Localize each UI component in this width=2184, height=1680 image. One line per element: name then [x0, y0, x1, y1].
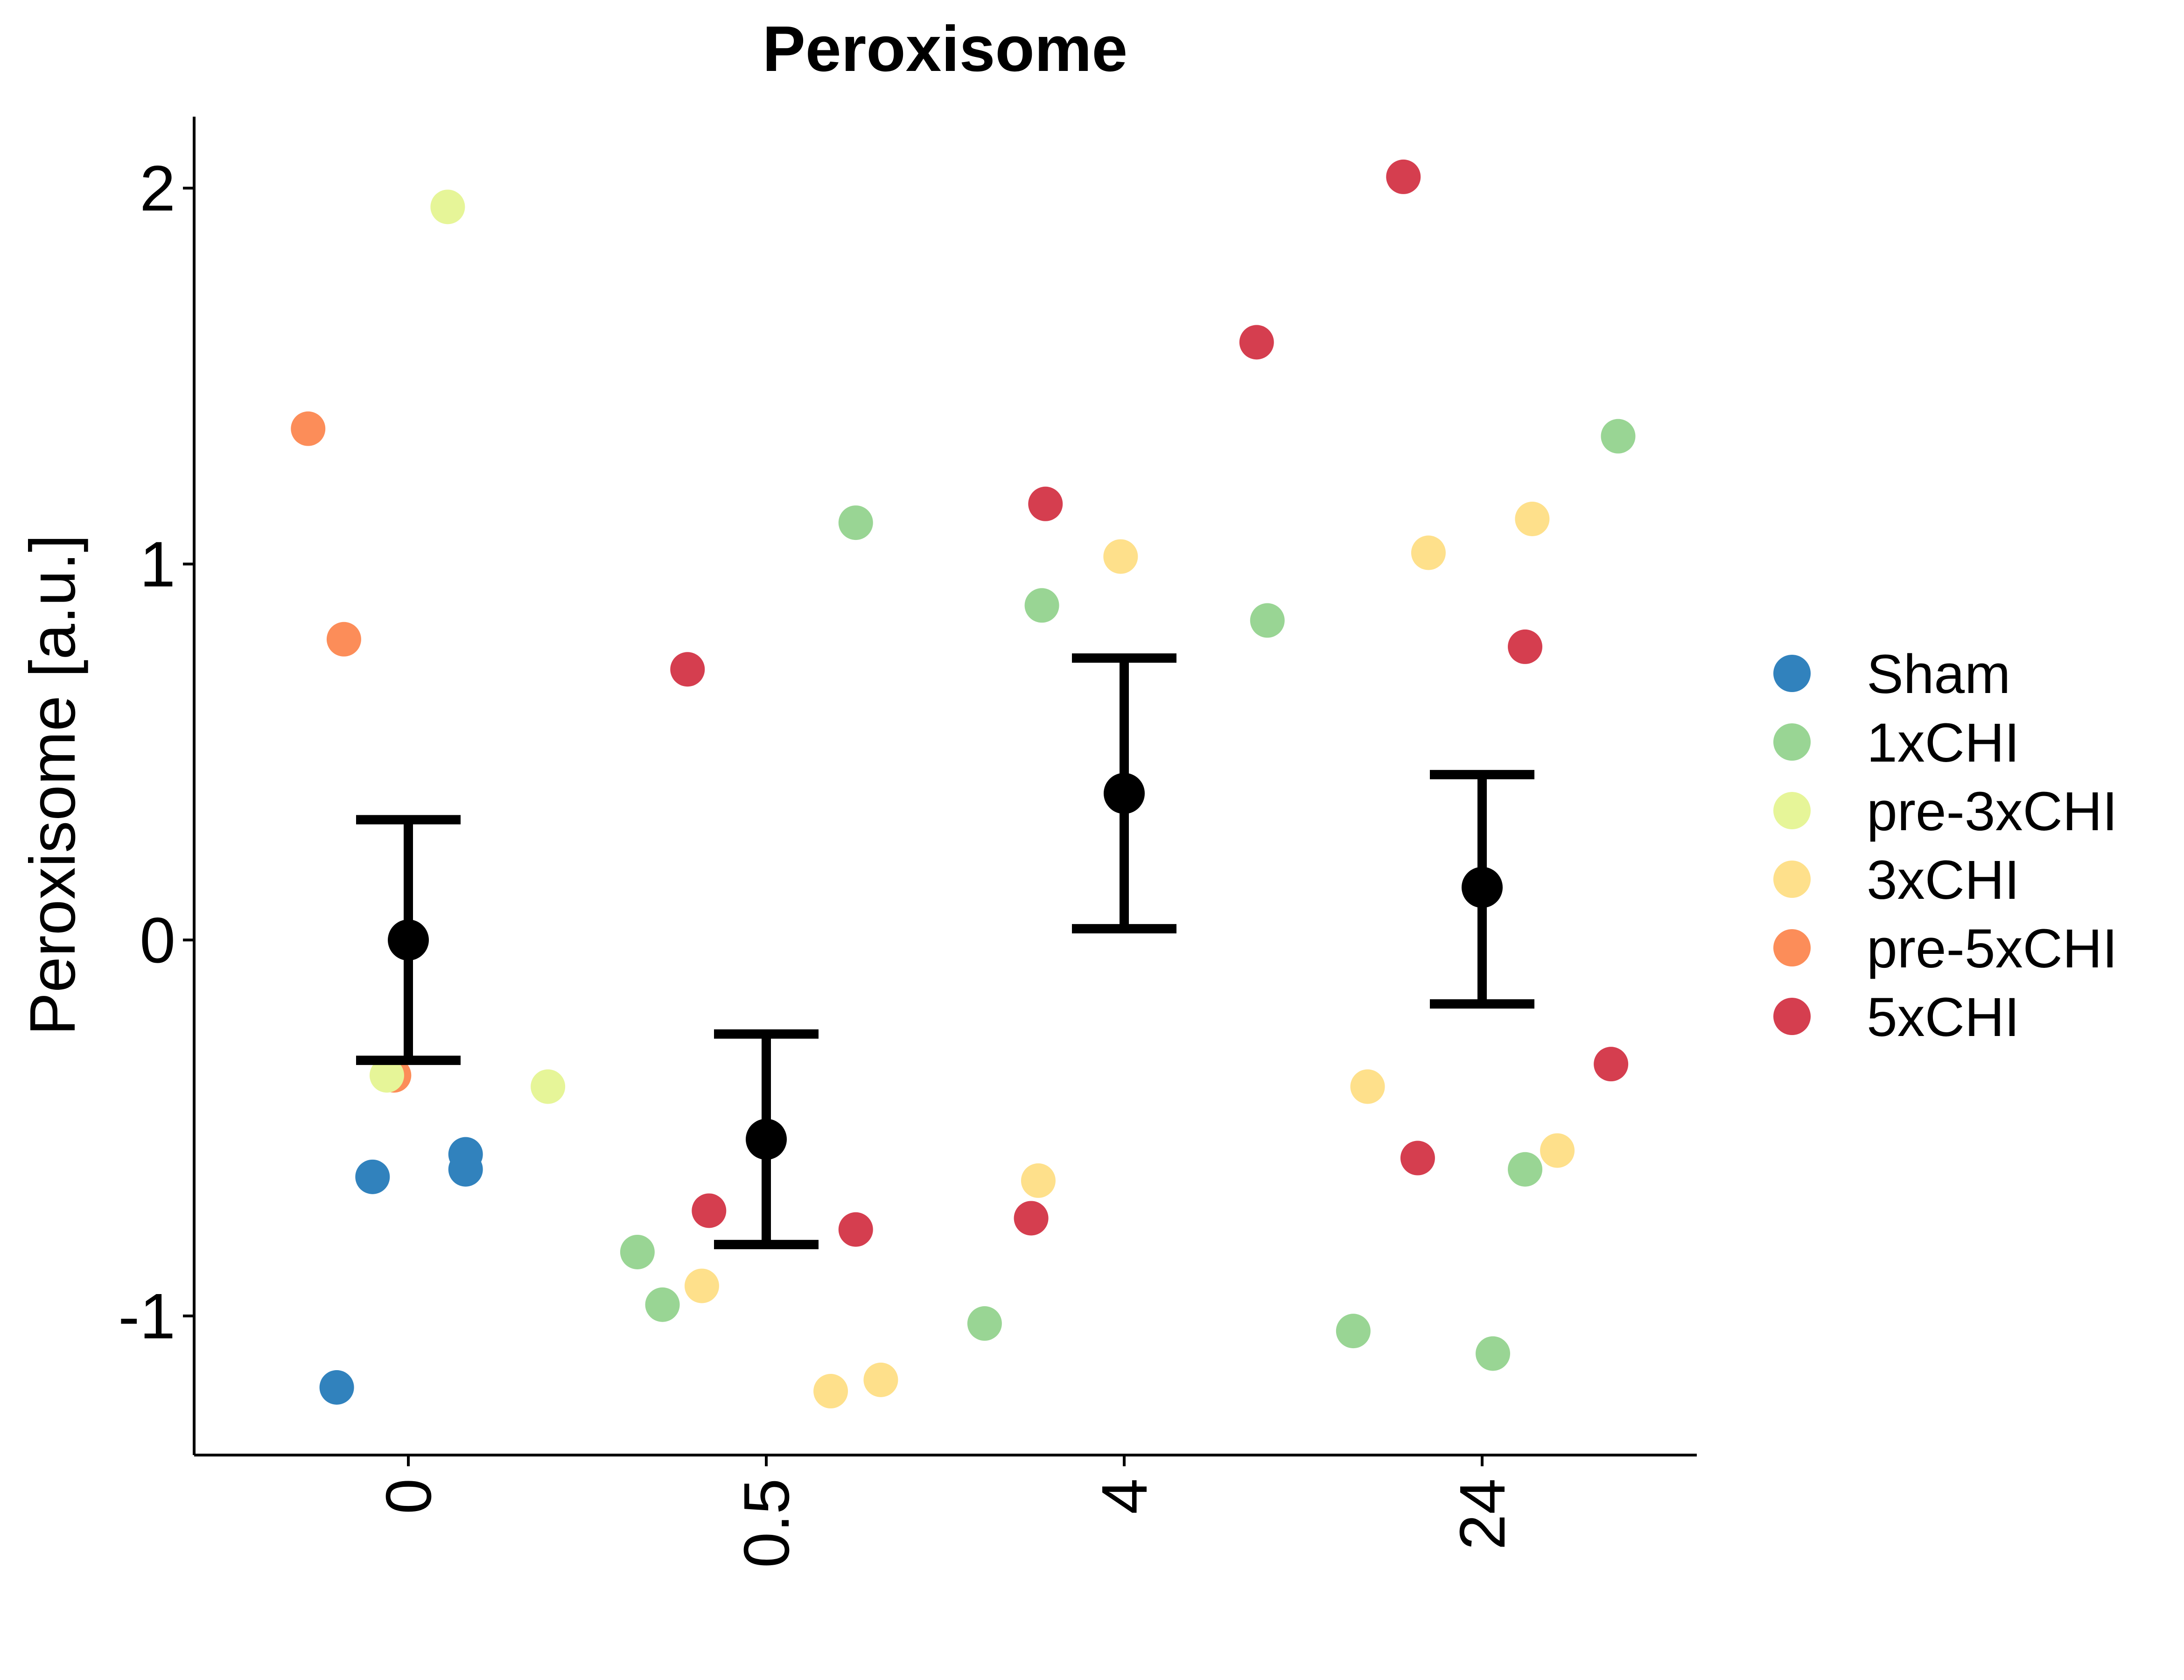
data-point: [863, 1362, 898, 1397]
data-point: [645, 1287, 680, 1322]
data-point: [1028, 486, 1063, 521]
legend-key: [1773, 792, 1811, 829]
data-point: [1250, 603, 1285, 638]
legend-label: 1xCHI: [1867, 712, 2020, 774]
data-point: [1400, 1141, 1435, 1176]
data-point: [355, 1159, 390, 1194]
data-point: [1508, 629, 1543, 664]
x-tick-label: 0: [373, 1478, 445, 1514]
data-point: [430, 189, 465, 224]
data-point: [838, 1212, 873, 1247]
data-point: [319, 1370, 354, 1405]
legend-key: [1773, 861, 1811, 898]
legend-label: Sham: [1867, 644, 2010, 705]
data-point: [1103, 539, 1138, 574]
data-point: [1411, 535, 1446, 570]
mean-point: [1104, 773, 1145, 814]
x-tick-label: 4: [1089, 1478, 1161, 1514]
legend-label: 3xCHI: [1867, 849, 2020, 911]
data-point: [1601, 419, 1636, 454]
y-tick-label: 0: [140, 904, 175, 976]
data-point: [1021, 1163, 1056, 1198]
data-point: [1540, 1133, 1575, 1168]
data-point: [1386, 159, 1421, 194]
data-point: [1024, 588, 1059, 623]
chart-title: Peroxisome: [763, 13, 1127, 85]
data-point: [448, 1152, 483, 1187]
data-point: [326, 622, 361, 657]
data-point: [369, 1058, 404, 1093]
legend-key: [1773, 998, 1811, 1035]
y-axis-title: Peroxisome [a.u.]: [17, 534, 89, 1036]
mean-point: [746, 1119, 787, 1160]
legend-label: 5xCHI: [1867, 987, 2020, 1048]
mean-point: [388, 919, 429, 961]
legend-key: [1773, 929, 1811, 966]
legend: Sham 1xCHI pre-3xCHI 3xCHI pre-5xCHI 5xCHI: [1773, 644, 2118, 1048]
y-tick-label: 1: [140, 529, 175, 601]
mean-point: [1462, 867, 1503, 908]
data-point: [531, 1069, 566, 1104]
data-point: [684, 1268, 719, 1303]
data-point: [1336, 1314, 1371, 1349]
legend-label: pre-5xCHI: [1867, 918, 2118, 980]
data-point: [838, 505, 873, 540]
x-axis: 0 0.5 4 24: [194, 1454, 1697, 1568]
data-point: [1350, 1069, 1385, 1104]
legend-key: [1773, 655, 1811, 692]
y-tick-label: -1: [118, 1281, 175, 1352]
legend-label: pre-3xCHI: [1867, 781, 2118, 842]
y-tick-label: 2: [140, 153, 175, 224]
data-point: [1508, 1152, 1543, 1187]
data-point: [1239, 325, 1274, 360]
data-point: [620, 1234, 655, 1269]
legend-key: [1773, 723, 1811, 761]
data-point: [1476, 1336, 1511, 1371]
data-point: [1515, 502, 1550, 537]
data-point: [291, 411, 326, 446]
data-point: [1014, 1201, 1049, 1236]
data-point: [692, 1193, 727, 1228]
data-point: [967, 1306, 1002, 1341]
x-tick-label: 24: [1447, 1478, 1519, 1550]
data-point: [1594, 1047, 1629, 1082]
plot-area: [291, 159, 1636, 1409]
x-tick-label: 0.5: [731, 1478, 803, 1568]
data-point: [670, 652, 705, 687]
data-point: [813, 1374, 848, 1409]
y-axis: -1 0 1 2: [118, 117, 196, 1455]
